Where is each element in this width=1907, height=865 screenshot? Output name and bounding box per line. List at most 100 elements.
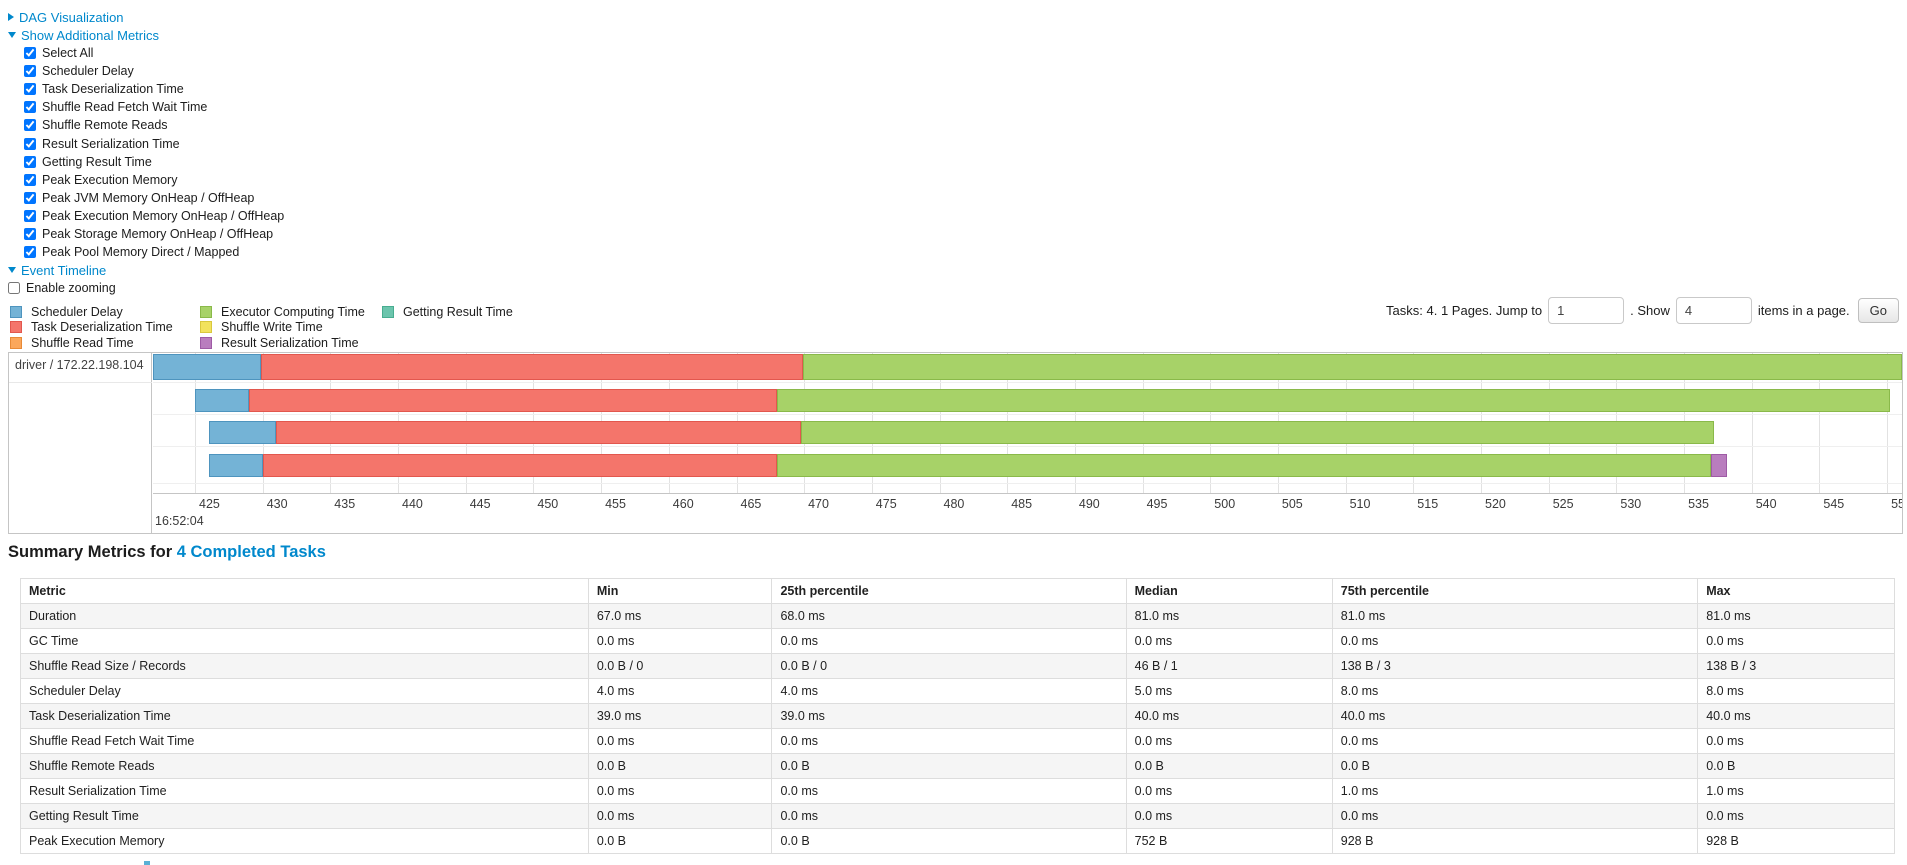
metric-value-cell: 81.0 ms — [1331, 603, 1699, 629]
table-row: Shuffle Read Fetch Wait Time 0.0 ms 0.0 ms… — [20, 728, 1895, 754]
axis-tick-label: 485 — [1011, 497, 1033, 511]
metric-checkbox[interactable] — [24, 47, 36, 60]
metric-checkbox[interactable] — [24, 227, 36, 240]
metric-checkbox-row[interactable]: Select All — [8, 44, 284, 62]
dag-visualization-toggle[interactable]: DAG Visualization — [8, 8, 284, 26]
metric-checkbox[interactable] — [24, 155, 36, 168]
metric-checkbox[interactable] — [24, 119, 36, 132]
metric-checkbox-row[interactable]: Task Deserialization Time — [8, 80, 284, 98]
axis-gridline — [1751, 353, 1753, 493]
task-bar-segment-scheduler-delay[interactable] — [208, 421, 277, 444]
metric-checkbox[interactable] — [24, 83, 36, 96]
metric-checkbox-label: Peak Pool Memory Direct / Mapped — [42, 245, 240, 260]
metric-value-cell: 4.0 ms — [771, 678, 1127, 704]
table-row: Task Deserialization Time 39.0 ms 39.0 ms 4… — [20, 703, 1895, 729]
task-bar-segment-scheduler-delay[interactable] — [153, 354, 262, 380]
enable-zooming-checkbox[interactable] — [8, 282, 20, 295]
metric-value-cell: 0.0 ms — [587, 628, 773, 654]
metric-value-cell: 68.0 ms — [771, 603, 1127, 629]
metric-value-cell: 0.0 B — [771, 828, 1127, 854]
metric-value-cell: 81.0 ms — [1697, 603, 1895, 629]
enable-zooming-row[interactable]: Enable zooming — [8, 279, 284, 297]
table-row: Shuffle Remote Reads 0.0 B 0.0 B 0.0 B 0.0 B… — [20, 753, 1895, 779]
items-per-page-input[interactable] — [1675, 296, 1752, 324]
axis-tick-label: 515 — [1417, 497, 1439, 511]
task-bar-segment-executor-computing[interactable] — [801, 421, 1714, 444]
metric-checkbox-row[interactable]: Scheduler Delay — [8, 62, 284, 80]
axis-tick-label: 535 — [1688, 497, 1709, 511]
metric-value-cell: 0.0 ms — [587, 728, 773, 754]
metric-checkbox[interactable] — [24, 209, 36, 222]
metric-value-cell: 0.0 ms — [1331, 728, 1699, 754]
metric-checkbox-row[interactable]: Shuffle Read Fetch Wait Time — [8, 98, 284, 116]
table-row: Peak Execution Memory 0.0 B 0.0 B 752 B 928 … — [20, 828, 1895, 854]
pagination-suffix: items in a page. — [1757, 302, 1850, 318]
metric-value-cell: 4.0 ms — [587, 678, 773, 704]
metric-checkbox-label: Select All — [42, 46, 94, 61]
task-bar-segment-scheduler-delay[interactable] — [195, 389, 250, 412]
legend-entry-getting-result: Getting Result Time — [382, 304, 513, 320]
metric-checkbox[interactable] — [24, 191, 36, 204]
metric-checkbox-row[interactable]: Result Serialization Time — [8, 134, 284, 152]
metric-checkbox[interactable] — [24, 137, 36, 150]
table-header-cell: Metric — [20, 578, 589, 604]
task-bar-segment-executor-computing[interactable] — [802, 354, 1902, 380]
metric-value-cell: 0.0 ms — [1697, 628, 1895, 654]
task-bar-segment-task-deserialization[interactable] — [249, 389, 777, 412]
pagination-mid: . Show — [1630, 302, 1670, 318]
event-timeline-toggle[interactable]: Event Timeline — [8, 261, 284, 279]
metric-checkbox-row[interactable]: Getting Result Time — [8, 153, 284, 171]
axis-tick-label: 425 — [199, 497, 220, 511]
legend-label: Shuffle Write Time — [221, 320, 323, 335]
axis-tick-label: 470 — [808, 497, 829, 511]
task-bar-segment-task-deserialization[interactable] — [276, 421, 802, 444]
metric-checkbox[interactable] — [24, 173, 36, 186]
metric-name-cell: Task Deserialization Time — [20, 703, 589, 729]
legend-entry-executor-computing: Executor Computing Time — [200, 304, 365, 320]
axis-gridline — [195, 353, 196, 493]
axis-tick-label: 550 — [1891, 497, 1902, 511]
task-bar-segment-task-deserialization[interactable] — [261, 354, 803, 380]
expanded-arrow-icon — [8, 267, 16, 274]
go-button[interactable]: Go — [1857, 297, 1899, 323]
completed-tasks-link[interactable]: 4 Completed Tasks — [176, 543, 326, 561]
summary-metrics-heading: Summary Metrics for 4 Completed Tasks — [8, 543, 326, 562]
metric-checkbox[interactable] — [24, 65, 36, 78]
metric-checkbox-row[interactable]: Shuffle Remote Reads — [8, 116, 284, 134]
metric-value-cell: 0.0 ms — [1125, 778, 1333, 804]
table-row: Result Serialization Time 0.0 ms 0.0 ms 0.0… — [20, 778, 1895, 804]
metrics-checkbox-list: Select All Scheduler Delay Task Deserializ… — [8, 44, 284, 261]
task-bar-segment-executor-computing[interactable] — [777, 454, 1712, 477]
task-bar-segment-task-deserialization[interactable] — [262, 454, 778, 477]
metric-checkbox[interactable] — [24, 101, 36, 114]
table-header-cell: Min — [587, 578, 773, 604]
show-additional-metrics-toggle[interactable]: Show Additional Metrics — [8, 26, 284, 44]
table-row: GC Time 0.0 ms 0.0 ms 0.0 ms 0.0 ms 0.0 ms — [20, 628, 1895, 654]
axis-gridline — [1887, 353, 1889, 493]
jump-to-page-input[interactable] — [1548, 296, 1625, 324]
metric-value-cell: 39.0 ms — [587, 703, 773, 729]
legend-entry-shuffle-write: Shuffle Write Time — [200, 320, 365, 336]
metric-checkbox-row[interactable]: Peak Storage Memory OnHeap / OffHeap — [8, 225, 284, 243]
metric-value-cell: 928 B — [1331, 828, 1699, 854]
axis-tick-label: 435 — [334, 497, 356, 511]
shuffle-write-swatch-icon — [200, 321, 212, 334]
axis-tick-label: 490 — [1078, 497, 1100, 511]
task-bar-segment-scheduler-delay[interactable] — [208, 454, 263, 477]
metric-checkbox-label: Result Serialization Time — [42, 136, 180, 151]
metric-checkbox-label: Shuffle Remote Reads — [42, 118, 168, 133]
metric-checkbox-row[interactable]: Peak Execution Memory OnHeap / OffHeap — [8, 207, 284, 225]
metric-checkbox-row[interactable]: Peak Pool Memory Direct / Mapped — [8, 243, 284, 261]
stage-controls: DAG Visualization Show Additional Metric… — [8, 8, 284, 297]
metric-checkbox-row[interactable]: Peak JVM Memory OnHeap / OffHeap — [8, 189, 284, 207]
task-bar-segment-result-serialization[interactable] — [1711, 454, 1728, 477]
axis-tick-label: 495 — [1146, 497, 1168, 511]
metric-checkbox[interactable] — [24, 246, 36, 259]
legend-label: Scheduler Delay — [31, 304, 123, 319]
legend-label: Result Serialization Time — [221, 335, 359, 350]
task-bar-segment-executor-computing[interactable] — [777, 389, 1890, 412]
metric-checkbox-row[interactable]: Peak Execution Memory — [8, 171, 284, 189]
legend-column: Executor Computing Time Shuffle Write Tim… — [200, 304, 365, 351]
executor-computing-swatch-icon — [200, 305, 212, 318]
